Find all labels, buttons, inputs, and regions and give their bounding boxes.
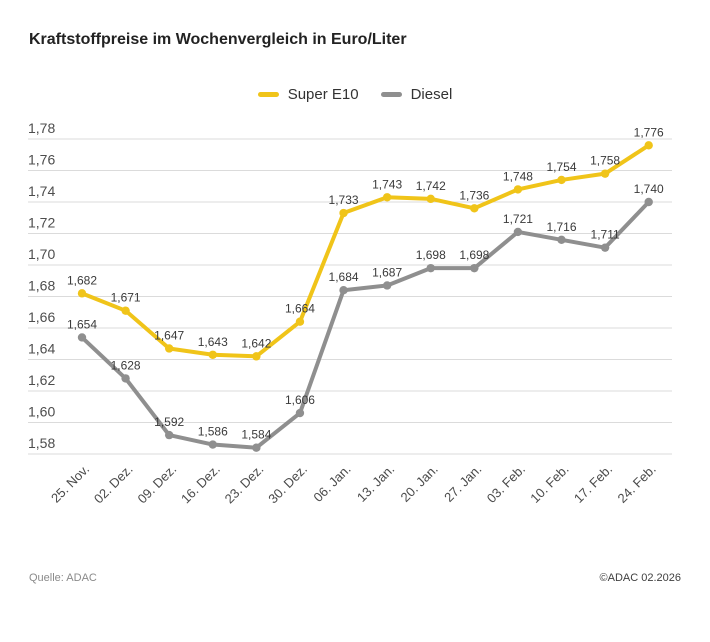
chart-title: Kraftstoffpreise im Wochenvergleich in E… — [29, 31, 407, 48]
data-point-label-diesel: 1,586 — [198, 425, 228, 439]
x-axis-tick-label: 20. Jan. — [398, 462, 441, 505]
data-point-diesel — [470, 263, 479, 273]
legend-label-diesel: Diesel — [410, 86, 453, 103]
data-point-label-diesel: 1,698 — [459, 248, 489, 262]
data-point-label-diesel: 1,684 — [329, 270, 359, 284]
data-point-label-diesel: 1,628 — [111, 358, 141, 372]
data-point-label-diesel: 1,740 — [634, 182, 664, 196]
data-point-super-e10 — [295, 317, 305, 326]
y-axis-tick-label: 1,68 — [28, 278, 55, 294]
y-axis-tick-label: 1,58 — [28, 435, 55, 451]
data-point-super-e10 — [426, 194, 435, 204]
x-axis-tick-label: 13. Jan. — [354, 462, 397, 505]
x-axis-tick-label: 17. Feb. — [571, 462, 615, 506]
data-point-super-e10 — [121, 306, 130, 315]
x-axis-tick-label: 10. Feb. — [527, 462, 571, 506]
y-axis-tick-label: 1,72 — [28, 215, 55, 231]
legend-swatch-super-e10 — [257, 92, 279, 97]
data-point-label-super-e10: 1,736 — [459, 188, 489, 202]
x-axis-tick-label: 30. Dez. — [265, 462, 310, 507]
data-point-label-super-e10: 1,671 — [111, 291, 141, 305]
data-point-label-super-e10: 1,742 — [416, 179, 446, 193]
source-note: Quelle: ADAC — [29, 572, 97, 584]
data-point-super-e10 — [600, 169, 610, 178]
data-point-label-diesel: 1,711 — [591, 228, 620, 242]
x-axis-tick-label: 06. Jan. — [310, 462, 353, 505]
x-axis-tick-label: 09. Dez. — [134, 462, 179, 507]
y-axis-tick-label: 1,62 — [28, 372, 55, 388]
x-axis-tick-label: 23. Dez. — [222, 462, 267, 507]
data-point-label-super-e10: 1,748 — [503, 169, 533, 183]
y-axis-tick-label: 1,74 — [28, 183, 55, 199]
data-point-diesel — [121, 374, 130, 383]
data-point-super-e10 — [513, 185, 523, 194]
data-point-label-super-e10: 1,776 — [634, 125, 664, 139]
data-point-diesel — [164, 430, 174, 440]
y-axis-tick-label: 1,64 — [28, 341, 55, 357]
x-axis-tick-label: 25. Nov. — [48, 462, 92, 506]
data-point-super-e10 — [252, 352, 261, 361]
data-point-diesel — [513, 227, 523, 237]
data-point-label-super-e10: 1,643 — [198, 335, 228, 349]
data-point-super-e10 — [208, 350, 217, 359]
legend-item-super-e10: Super E10 — [257, 86, 359, 103]
data-point-super-e10 — [339, 208, 348, 218]
data-point-label-diesel: 1,606 — [285, 393, 315, 407]
y-axis-tick-label: 1,76 — [28, 152, 55, 168]
data-point-diesel — [208, 440, 217, 449]
data-point-label-diesel: 1,687 — [372, 265, 402, 279]
x-axis-tick-label: 16. Dez. — [178, 462, 223, 507]
data-point-super-e10 — [644, 141, 653, 150]
data-point-label-diesel: 1,716 — [546, 220, 576, 234]
legend-label-super-e10: Super E10 — [287, 86, 359, 103]
data-point-label-diesel: 1,592 — [154, 415, 184, 429]
data-point-label-super-e10: 1,733 — [329, 193, 359, 207]
data-point-label-super-e10: 1,754 — [546, 160, 576, 174]
data-point-diesel — [339, 286, 348, 295]
data-point-diesel — [644, 197, 653, 207]
data-point-label-diesel: 1,654 — [67, 317, 97, 331]
data-point-label-super-e10: 1,647 — [154, 328, 184, 342]
data-point-diesel — [382, 281, 392, 290]
chart-legend: Super E10 Diesel — [0, 86, 710, 103]
series-line-super-e10 — [80, 143, 651, 359]
data-point-label-super-e10: 1,682 — [67, 273, 97, 287]
data-point-label-super-e10: 1,664 — [285, 302, 315, 316]
x-axis-tick-label: 02. Dez. — [91, 462, 136, 507]
data-point-super-e10 — [470, 204, 479, 213]
y-axis-tick-label: 1,70 — [28, 246, 55, 262]
series-line-diesel — [80, 200, 651, 450]
y-axis-tick-label: 1,78 — [28, 120, 55, 136]
data-point-label-diesel: 1,721 — [503, 212, 533, 226]
data-point-super-e10 — [382, 193, 392, 202]
data-point-label-super-e10: 1,642 — [241, 336, 271, 350]
data-point-diesel — [557, 235, 566, 244]
data-point-diesel — [295, 408, 305, 418]
copyright-note: ©ADAC 02.2026 — [599, 572, 682, 584]
y-axis-tick-label: 1,66 — [28, 309, 55, 325]
data-point-diesel — [252, 443, 261, 452]
x-axis-tick-label: 24. Feb. — [614, 462, 658, 506]
data-point-label-super-e10: 1,743 — [372, 177, 402, 191]
legend-item-diesel: Diesel — [380, 86, 453, 103]
x-axis-tick-label: 27. Jan. — [441, 462, 484, 505]
data-point-super-e10 — [164, 344, 174, 353]
data-point-diesel — [77, 333, 87, 342]
data-point-diesel — [600, 243, 610, 252]
data-point-label-super-e10: 1,758 — [590, 154, 620, 168]
data-point-label-diesel: 1,698 — [416, 248, 446, 262]
data-point-super-e10 — [557, 175, 566, 185]
x-axis-tick-label: 03. Feb. — [484, 462, 528, 506]
legend-swatch-diesel — [380, 92, 402, 97]
data-point-label-diesel: 1,584 — [241, 428, 271, 442]
data-point-diesel — [426, 263, 435, 273]
y-axis-tick-label: 1,60 — [28, 404, 55, 420]
line-chart-canvas: 1,78 1,76 1,74 1,72 1,70 1,68 1,66 1,64 1,62 1,60… — [28, 120, 672, 507]
data-point-super-e10 — [77, 289, 87, 298]
